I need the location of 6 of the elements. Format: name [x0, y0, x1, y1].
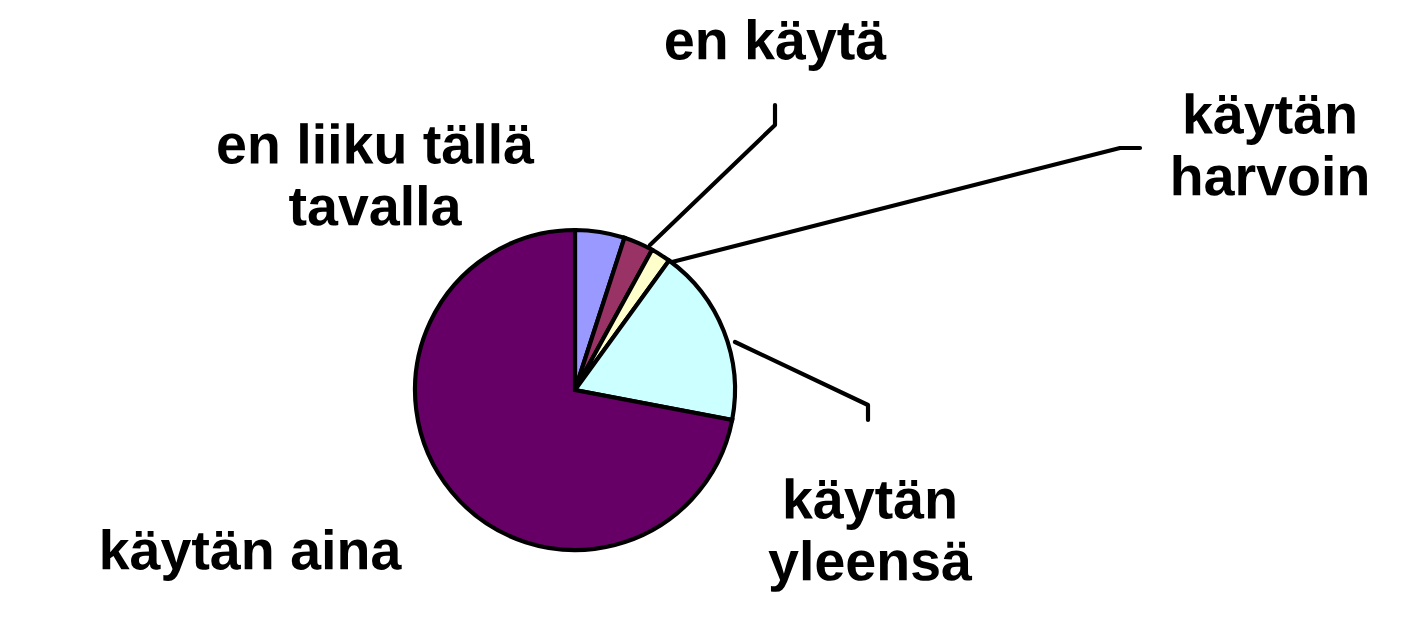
- slice-label: käytän aina: [102, 529, 402, 581]
- slice-label: käytän yleensä: [768, 478, 973, 592]
- slice-label: en käytä: [666, 19, 887, 71]
- pie-slice: [412, 227, 735, 553]
- slice-label: käytän harvoin: [1173, 93, 1367, 196]
- slice-label: en liiku tällä tavalla: [218, 123, 535, 226]
